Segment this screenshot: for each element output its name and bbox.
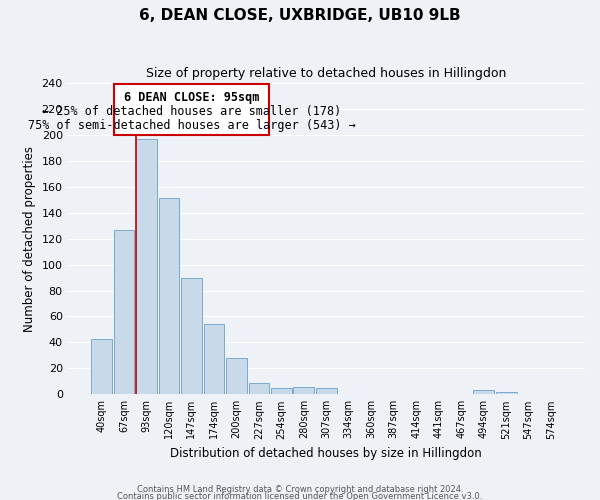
Bar [203, 324, 224, 394]
Bar [91, 338, 112, 394]
Bar [473, 390, 494, 394]
Bar [181, 278, 202, 394]
Text: 6, DEAN CLOSE, UXBRIDGE, UB10 9LB: 6, DEAN CLOSE, UXBRIDGE, UB10 9LB [139, 8, 461, 22]
X-axis label: Distribution of detached houses by size in Hillingdon: Distribution of detached houses by size … [170, 447, 482, 460]
Text: 75% of semi-detached houses are larger (543) →: 75% of semi-detached houses are larger (… [28, 120, 355, 132]
Bar [158, 198, 179, 394]
Text: Contains public sector information licensed under the Open Government Licence v3: Contains public sector information licen… [118, 492, 482, 500]
Bar [226, 358, 247, 395]
Bar [316, 388, 337, 394]
Text: 6 DEAN CLOSE: 95sqm: 6 DEAN CLOSE: 95sqm [124, 91, 259, 104]
FancyBboxPatch shape [114, 84, 269, 135]
Text: Contains HM Land Registry data © Crown copyright and database right 2024.: Contains HM Land Registry data © Crown c… [137, 486, 463, 494]
Bar [113, 230, 134, 394]
Title: Size of property relative to detached houses in Hillingdon: Size of property relative to detached ho… [146, 68, 506, 80]
Bar [496, 392, 517, 394]
Bar [293, 386, 314, 394]
Bar [136, 139, 157, 394]
Bar [271, 388, 292, 394]
Text: ← 25% of detached houses are smaller (178): ← 25% of detached houses are smaller (17… [42, 105, 341, 118]
Y-axis label: Number of detached properties: Number of detached properties [23, 146, 36, 332]
Bar [248, 382, 269, 394]
